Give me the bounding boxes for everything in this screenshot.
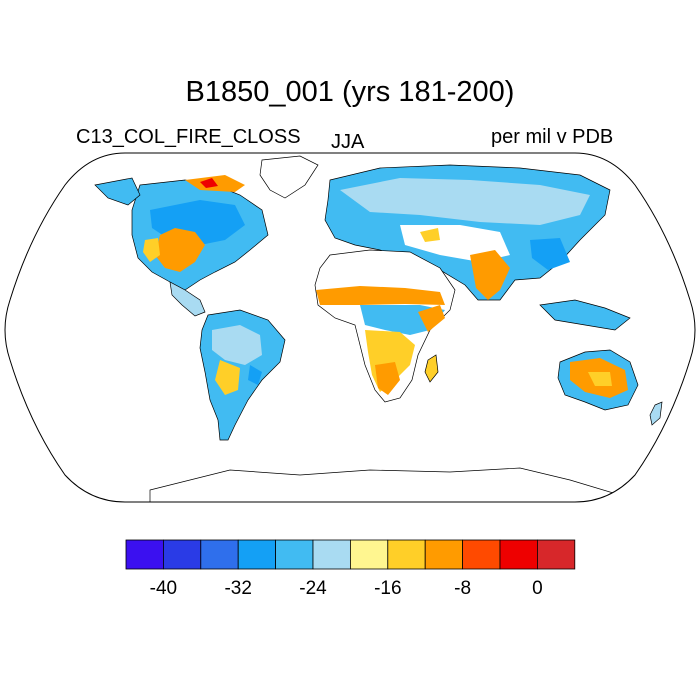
madagascar-landmass bbox=[424, 354, 439, 383]
units-label: per mil v PDB bbox=[491, 126, 614, 148]
colorbar-tick-label: -8 bbox=[454, 578, 471, 599]
maritime-asia-landmass bbox=[539, 299, 631, 331]
colorbar-box bbox=[125, 539, 164, 570]
colorbar-box bbox=[200, 539, 239, 570]
colorbar-box bbox=[462, 539, 501, 570]
colorbar-tick-label: -16 bbox=[374, 578, 401, 599]
colorbar-tick-label: -32 bbox=[224, 578, 251, 599]
greenland-landmass bbox=[259, 155, 319, 199]
colorbar-box bbox=[312, 539, 351, 570]
colorbar-box bbox=[387, 539, 426, 570]
north-america-landmass bbox=[94, 175, 269, 291]
colorbar-box bbox=[162, 539, 202, 570]
colorbar-box bbox=[424, 539, 464, 570]
colorbar-boxes bbox=[125, 539, 576, 570]
colorbar-box bbox=[537, 539, 576, 570]
colorbar-box bbox=[275, 539, 314, 570]
africa-landmass bbox=[314, 249, 456, 403]
colorbar-tick-label: -24 bbox=[299, 578, 327, 599]
south-america-landmass bbox=[169, 281, 286, 441]
map-border bbox=[4, 152, 696, 503]
variable-label: C13_COL_FIRE_CLOSS bbox=[76, 126, 301, 148]
new-zealand-landmass bbox=[649, 401, 663, 426]
colorbar-box bbox=[499, 539, 538, 570]
australia-landmass bbox=[557, 349, 639, 411]
colorbar-tick-label: 0 bbox=[532, 578, 543, 599]
colorbar-box bbox=[349, 539, 389, 570]
season-label: JJA bbox=[331, 131, 365, 153]
colorbar-tick-label: -40 bbox=[150, 578, 177, 599]
eurasia-landmass bbox=[324, 164, 611, 301]
plot-title: B1850_001 (yrs 181-200) bbox=[185, 76, 515, 108]
antarctica-landmass bbox=[149, 467, 621, 502]
colorbar-tick-labels: -40 -32 -24 -16 -8 0 bbox=[150, 578, 543, 599]
colorbar-box bbox=[237, 539, 276, 570]
